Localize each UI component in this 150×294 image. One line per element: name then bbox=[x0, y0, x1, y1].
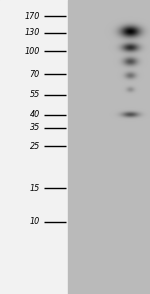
Text: 25: 25 bbox=[30, 142, 40, 151]
Text: 70: 70 bbox=[30, 70, 40, 79]
Text: 100: 100 bbox=[25, 47, 40, 56]
Text: 35: 35 bbox=[30, 123, 40, 132]
Bar bbox=[68, 0, 150, 294]
Text: 40: 40 bbox=[30, 110, 40, 119]
Text: 10: 10 bbox=[30, 218, 40, 226]
Text: 55: 55 bbox=[30, 91, 40, 99]
Text: 15: 15 bbox=[30, 184, 40, 193]
Bar bbox=[0, 0, 68, 294]
Text: 170: 170 bbox=[25, 12, 40, 21]
Text: 130: 130 bbox=[25, 29, 40, 37]
